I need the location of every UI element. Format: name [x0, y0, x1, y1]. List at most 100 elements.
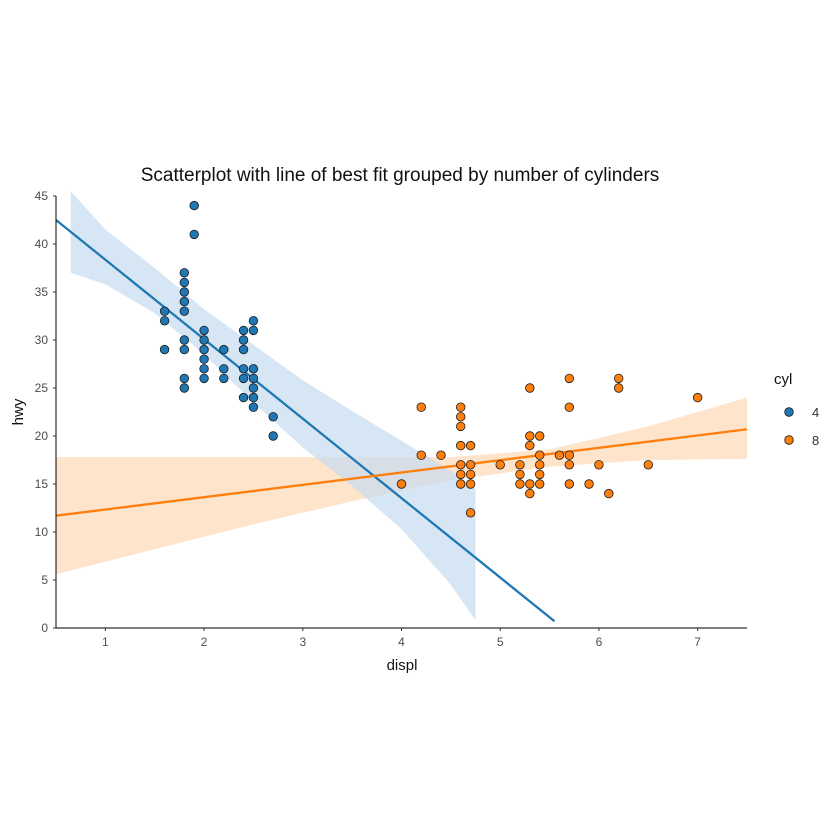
y-tick-label: 45	[35, 189, 49, 203]
point-cyl-8	[613, 383, 624, 393]
legend-title: cyl	[774, 371, 792, 388]
point-cyl-8	[436, 450, 446, 460]
fit-lines	[55, 219, 748, 623]
point-cyl-8	[416, 402, 426, 412]
point-cyl-8	[456, 412, 466, 422]
point-cyl-4	[268, 412, 278, 422]
point-cyl-8	[613, 373, 624, 384]
point-cyl-4	[159, 306, 170, 316]
x-ticks: 1 2 3 4 5 6 7	[102, 628, 701, 649]
point-cyl-8	[456, 421, 466, 432]
point-cyl-4	[238, 325, 249, 336]
point-cyl-8	[535, 450, 545, 460]
point-cyl-4	[248, 325, 259, 336]
point-cyl-4	[248, 373, 259, 384]
y-ticks: 0 5 10 15 20 25 30 35 40 45	[35, 189, 56, 635]
point-cyl-4	[179, 296, 190, 307]
point-cyl-4	[238, 364, 249, 374]
point-cyl-8	[604, 488, 614, 499]
point-cyl-8	[465, 469, 476, 480]
point-cyl-8	[525, 440, 535, 451]
x-tick-label: 1	[102, 635, 109, 649]
point-cyl-8	[396, 479, 407, 489]
point-cyl-4	[238, 335, 249, 345]
point-cyl-4	[199, 325, 209, 336]
point-cyl-4	[248, 402, 259, 412]
point-cyl-8	[525, 479, 535, 489]
point-cyl-8	[564, 460, 575, 470]
point-cyl-8	[515, 479, 525, 489]
y-tick-label: 10	[35, 525, 49, 539]
point-cyl-4	[248, 316, 259, 326]
point-cyl-8	[564, 373, 575, 384]
x-tick-label: 2	[201, 635, 208, 649]
y-tick-label: 5	[41, 573, 48, 587]
point-cyl-4	[199, 344, 209, 355]
point-cyl-8	[535, 460, 545, 470]
fit-line-cyl-8	[55, 428, 748, 517]
y-tick-label: 40	[35, 237, 49, 251]
point-cyl-8	[692, 392, 703, 403]
fit-line-cyl-4	[55, 219, 556, 623]
point-cyl-8	[515, 460, 525, 470]
point-cyl-8	[515, 469, 525, 480]
confidence-bands	[56, 191, 747, 621]
legend-key-cyl-8	[784, 435, 794, 445]
y-tick-label: 30	[35, 333, 49, 347]
confidence-band-cyl-4	[70, 191, 476, 621]
point-cyl-4	[189, 229, 199, 240]
y-tick-label: 0	[41, 621, 48, 635]
point-cyl-8	[456, 469, 466, 480]
x-tick-label: 6	[596, 635, 603, 649]
point-cyl-8	[525, 431, 535, 441]
point-cyl-4	[268, 431, 278, 441]
x-tick-label: 4	[398, 635, 405, 649]
point-cyl-8	[456, 440, 466, 451]
point-cyl-8	[416, 450, 426, 460]
point-cyl-8	[584, 479, 594, 489]
point-cyl-4	[179, 268, 190, 278]
legend-key-cyl-4	[784, 407, 794, 417]
point-cyl-8	[535, 479, 545, 489]
point-cyl-4	[179, 277, 190, 288]
point-cyl-8	[495, 460, 505, 470]
point-cyl-8	[456, 460, 466, 470]
chart-title: Scatterplot with line of best fit groupe…	[141, 165, 660, 186]
point-cyl-8	[465, 440, 476, 451]
point-cyl-8	[525, 383, 535, 393]
x-axis-title: displ	[387, 657, 418, 674]
point-cyl-8	[564, 402, 575, 412]
y-axis-title: hwy	[10, 398, 27, 425]
point-cyl-8	[554, 450, 565, 460]
point-cyl-8	[456, 479, 466, 489]
data-points	[159, 200, 703, 518]
point-cyl-4	[199, 335, 209, 345]
legend-label-cyl-8: 8	[812, 433, 819, 448]
point-cyl-4	[199, 364, 209, 374]
point-cyl-4	[179, 373, 190, 384]
y-tick-label: 20	[35, 429, 49, 443]
point-cyl-8	[535, 469, 545, 480]
point-cyl-8	[643, 460, 653, 470]
point-cyl-4	[219, 364, 229, 374]
x-tick-label: 3	[299, 635, 306, 649]
point-cyl-4	[179, 287, 190, 297]
legend: cyl 4 8	[774, 371, 819, 448]
point-cyl-4	[179, 335, 190, 345]
point-cyl-4	[189, 200, 199, 211]
point-cyl-4	[179, 383, 190, 393]
y-tick-label: 25	[35, 381, 49, 395]
point-cyl-4	[199, 373, 209, 384]
point-cyl-4	[159, 316, 170, 326]
point-cyl-4	[248, 364, 259, 374]
point-cyl-4	[238, 344, 249, 355]
point-cyl-8	[456, 402, 466, 412]
point-cyl-4	[219, 344, 229, 355]
x-tick-label: 5	[497, 635, 504, 649]
legend-label-cyl-4: 4	[812, 405, 819, 420]
point-cyl-4	[248, 392, 259, 403]
point-cyl-4	[159, 344, 170, 355]
point-cyl-4	[199, 354, 209, 364]
point-cyl-4	[238, 392, 249, 403]
